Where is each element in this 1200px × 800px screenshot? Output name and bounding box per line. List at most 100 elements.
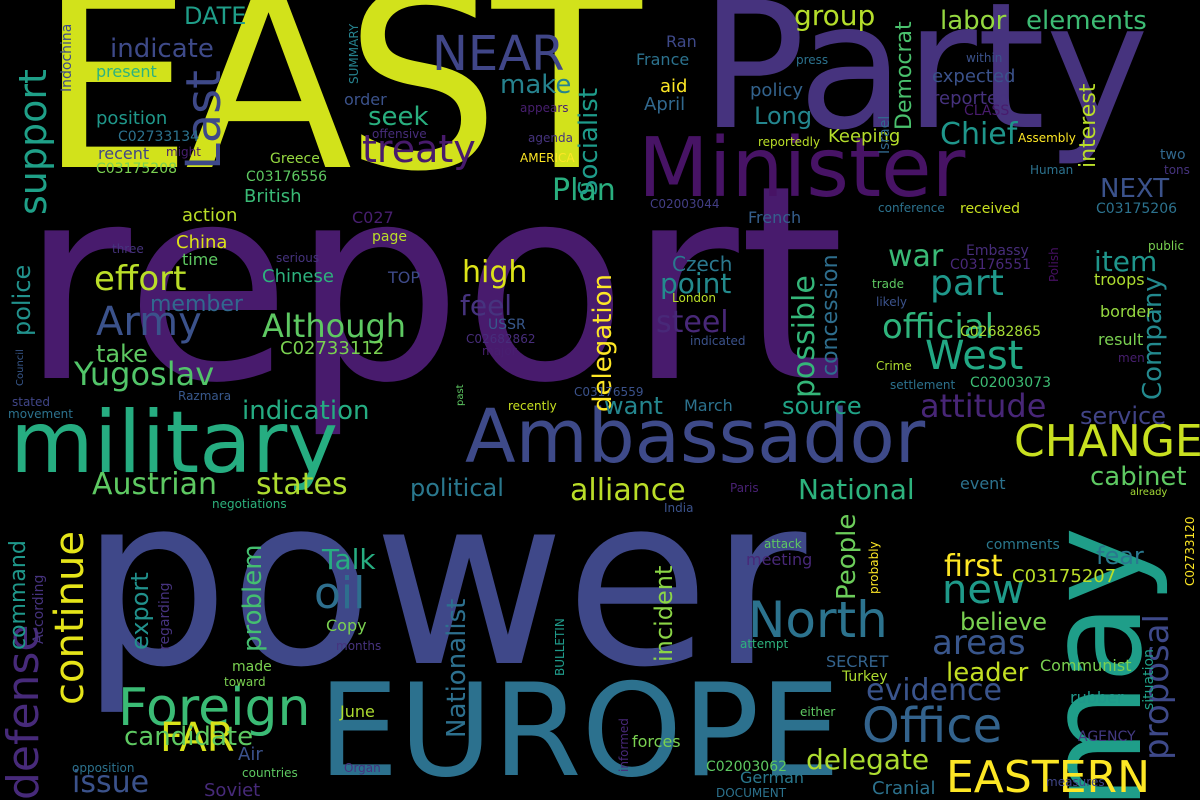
word-either: either — [800, 705, 836, 719]
word-seek: seek — [368, 102, 429, 132]
word-evidence: evidence — [866, 673, 1003, 708]
word-three: three — [112, 242, 144, 256]
word-greece: Greece — [270, 151, 320, 167]
word-settlement: settlement — [890, 378, 956, 392]
word-offensive: offensive — [372, 127, 427, 141]
word-troops: troops — [1094, 270, 1145, 289]
word-bulletin: BULLETIN — [553, 618, 567, 676]
word-toward: toward — [224, 675, 266, 689]
word-c03175208: C03175208 — [96, 161, 178, 177]
word-member: member — [150, 292, 243, 317]
word-human: Human — [1030, 163, 1074, 177]
word-labor: labor — [940, 6, 1007, 36]
word-china: China — [176, 232, 228, 253]
word-national: National — [798, 473, 915, 506]
word-present: present — [96, 62, 157, 81]
word-press: press — [796, 53, 829, 67]
word-chief: Chief — [940, 117, 1018, 152]
word-according: According — [31, 574, 47, 644]
word-countries: countries — [242, 766, 298, 780]
word-incident: incident — [650, 565, 678, 662]
word-within: within — [966, 51, 1003, 65]
word-company: Company — [1138, 276, 1168, 400]
word-c03175207: C03175207 — [1012, 566, 1117, 587]
word-new: new — [942, 567, 1025, 613]
word-defense: defense — [0, 624, 49, 800]
word-take: take — [96, 340, 148, 368]
word-states: states — [256, 467, 348, 502]
word-treaty: treaty — [362, 127, 476, 171]
word-polish: Polish — [1047, 247, 1061, 282]
word-policy: policy — [750, 80, 803, 101]
word-ussr: USSR — [488, 317, 526, 333]
word-indochina: Indochina — [59, 23, 75, 92]
word-made: made — [232, 659, 272, 675]
word-action: action — [182, 205, 238, 226]
word-two: two — [1160, 147, 1186, 163]
word-german: German — [740, 768, 805, 787]
word-secret: SECRET — [826, 652, 889, 671]
word-paris: Paris — [730, 481, 759, 495]
word-major: major — [482, 344, 517, 358]
word-comments: comments — [986, 537, 1060, 553]
word-oil: oil — [314, 568, 366, 619]
word-received: received — [960, 201, 1021, 217]
word-stated: stated — [12, 395, 51, 409]
word-people: People — [832, 513, 862, 600]
word-military: military — [10, 393, 339, 493]
word-c02733134: C02733134 — [118, 129, 200, 145]
word-point: point — [660, 267, 732, 300]
word-c02003073: C02003073 — [970, 375, 1052, 391]
word-result: result — [1098, 330, 1144, 349]
word-conference: conference — [878, 201, 945, 215]
word-c02733120: C02733120 — [1183, 516, 1197, 586]
word-candidate: candidate — [124, 722, 254, 752]
word-near: NEAR — [432, 26, 565, 82]
word-c03176559: C03176559 — [574, 385, 644, 399]
word-foreign: Foreign — [118, 678, 311, 738]
word-believe: believe — [960, 608, 1048, 636]
word-razmara: Razmara — [178, 389, 232, 403]
word-attempt: attempt — [740, 637, 789, 651]
word-alliance: alliance — [570, 473, 686, 508]
word-council: Council — [15, 349, 26, 386]
word-london: London — [672, 291, 716, 305]
word-minister: Minister — [638, 121, 966, 216]
word-areas: areas — [932, 623, 1026, 663]
word-recent: recent — [98, 144, 150, 163]
word-opposition: opposition — [72, 761, 135, 775]
word-plan: Plan — [552, 173, 616, 208]
word-continue: continue — [47, 531, 93, 705]
word-war: war — [888, 239, 944, 274]
word-yugoslav: Yugoslav — [74, 355, 215, 393]
word-expected: expected — [932, 66, 1016, 87]
word-office: Office — [862, 698, 1003, 754]
word-europe: EUROPE — [318, 657, 841, 800]
word-keeping: Keeping — [828, 126, 901, 147]
word-make: make — [500, 70, 572, 100]
word-class: CLASS — [964, 103, 1010, 119]
word-serious: serious — [276, 251, 320, 265]
word-political: political — [410, 474, 504, 502]
word-c03175206: C03175206 — [1096, 201, 1178, 217]
word-next: NEXT — [1100, 174, 1170, 204]
word-ran: Ran — [666, 32, 697, 51]
word-nationalist: Nationalist — [442, 598, 472, 738]
word-negotiations: negotiations — [212, 497, 287, 511]
word-attitude: attitude — [920, 387, 1047, 425]
word-time: time — [182, 250, 219, 269]
word-french: French — [748, 208, 802, 227]
word-public: public — [1148, 239, 1185, 253]
word-c02003044: C02003044 — [650, 197, 720, 211]
word-problem: problem — [238, 544, 268, 652]
word-embassy: Embassy — [966, 243, 1029, 259]
word-agency: AGENCY — [1078, 729, 1136, 745]
word-regarding: regarding — [157, 582, 173, 650]
word-aid: aid — [660, 76, 688, 97]
word-elements: elements — [1026, 6, 1147, 36]
word-party: Party — [700, 0, 1150, 169]
word-north: North — [748, 591, 888, 649]
word-group: group — [794, 0, 876, 32]
word-cabinet: cabinet — [1090, 462, 1187, 492]
